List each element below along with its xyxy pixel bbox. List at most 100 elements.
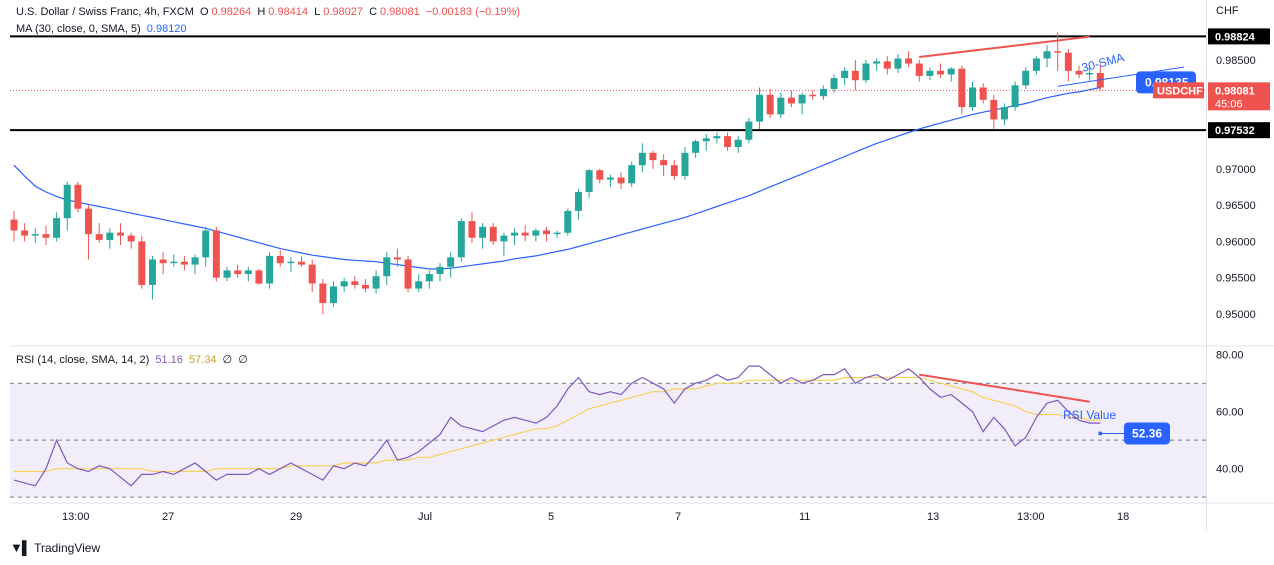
candle [926, 67, 934, 81]
tradingview-logo-icon: ▼▌ [10, 540, 31, 555]
candle-body [500, 235, 508, 242]
candle-body [1064, 52, 1072, 71]
candle [511, 228, 519, 246]
candle-body [223, 270, 231, 278]
candle-body [681, 152, 689, 177]
candle [777, 92, 785, 118]
candle [287, 257, 295, 272]
candle [223, 266, 231, 282]
candle [74, 181, 82, 213]
candle-body [31, 234, 39, 236]
candle [319, 279, 327, 314]
candle-body [383, 257, 391, 277]
candle-body [990, 99, 998, 120]
candle [180, 255, 188, 271]
sma-annotation-line [1057, 66, 1185, 87]
candle [436, 263, 444, 282]
candle-body [798, 94, 806, 104]
ohlc-open: 0.98264 [211, 6, 252, 18]
candle-body [202, 230, 210, 258]
candle [500, 232, 508, 256]
level-badge [1208, 28, 1270, 45]
candle-body [1032, 58, 1040, 71]
tradingview-footer[interactable]: ▼▌ TradingView [10, 540, 100, 555]
candle [937, 63, 945, 79]
candle [606, 174, 614, 187]
candle [915, 59, 923, 82]
candle [681, 147, 689, 180]
time-tick-label: 13 [927, 511, 939, 523]
candle [31, 228, 39, 243]
candle [734, 136, 742, 153]
candle-body [958, 68, 966, 108]
candle [702, 133, 710, 151]
candle-body [425, 274, 433, 282]
candle-body [457, 221, 465, 258]
candle-body [1075, 70, 1083, 75]
candle-body [660, 160, 668, 166]
candle [969, 81, 976, 111]
rsi-ma-value: 57.34 [188, 354, 217, 366]
candle-body [53, 218, 61, 238]
candle-body [308, 264, 316, 284]
rsi-tick-label: 60.00 [1216, 407, 1244, 419]
candle-body [883, 61, 891, 69]
candle-body [276, 255, 284, 264]
candle [574, 189, 582, 220]
candle [532, 228, 540, 242]
level-badge [1208, 122, 1270, 139]
candle-body [85, 208, 93, 235]
candle-body [787, 97, 795, 104]
currency-label: CHF [1216, 5, 1239, 17]
candle-body [489, 226, 497, 242]
candle [830, 74, 838, 93]
candle [95, 223, 103, 243]
rsi-value-badge-text: 52.36 [1132, 426, 1162, 440]
ohlc-close-label: C [369, 6, 378, 18]
candle [330, 281, 337, 307]
candle [766, 88, 774, 118]
candle [819, 85, 827, 100]
candle [351, 276, 359, 289]
candle [713, 132, 721, 144]
candle-body [319, 283, 327, 304]
candle-body [127, 235, 135, 242]
candle-body [74, 184, 82, 209]
candle-body [809, 94, 817, 97]
candle-body [521, 232, 529, 236]
time-tick-label: Jul [418, 511, 432, 523]
candle-body [564, 210, 572, 233]
candle [489, 223, 497, 246]
candle [63, 181, 71, 231]
candle-body [255, 270, 263, 284]
candle-body [1011, 85, 1019, 108]
candle [873, 58, 881, 71]
candle [543, 226, 550, 242]
candle-body [777, 97, 785, 115]
candle [127, 232, 135, 249]
time-tick-label: 27 [162, 511, 174, 523]
candle-body [670, 165, 678, 177]
candle-body [905, 58, 913, 64]
price-tick-label: 0.97000 [1216, 164, 1256, 176]
rsi-extra-2: ∅ [238, 354, 248, 366]
candle [862, 59, 870, 84]
candle-body [543, 230, 550, 235]
candle-body [415, 281, 423, 289]
candle-body [532, 230, 540, 236]
candle-body [340, 281, 348, 287]
candle-body [436, 266, 444, 275]
ohlc-high-label: H [257, 6, 266, 18]
candle-body [937, 70, 945, 75]
candle [298, 255, 306, 267]
candle [649, 150, 657, 169]
legend-ma-row[interactable]: MA (30, close, 0, SMA, 5) 0.98120 [16, 23, 190, 35]
candle [585, 168, 593, 198]
last-price-badge [1208, 82, 1270, 111]
legend-rsi-row[interactable]: RSI (14, close, SMA, 14, 2) 51.16 57.34 … [16, 353, 251, 366]
candle-body [447, 257, 455, 267]
candle [457, 218, 465, 262]
ma-30-line [13, 86, 1101, 270]
time-tick-label: 13:00 [1017, 511, 1045, 523]
